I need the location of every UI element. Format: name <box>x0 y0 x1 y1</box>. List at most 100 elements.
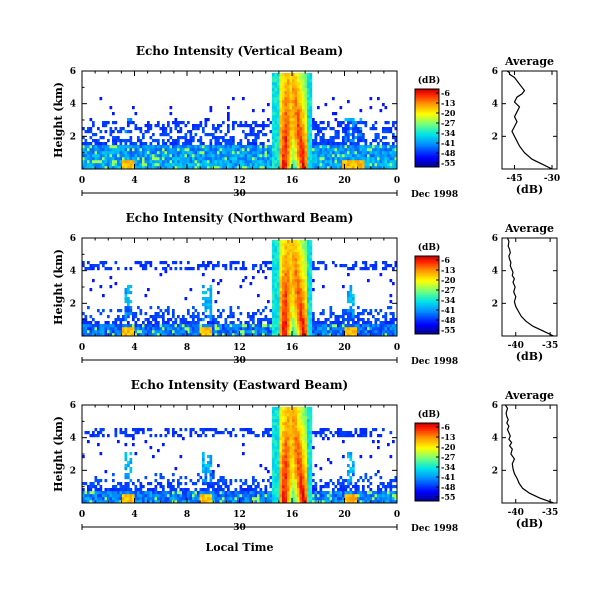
echo-cell <box>264 488 268 492</box>
echo-cell <box>312 160 315 164</box>
echo-cell <box>134 494 138 498</box>
echo-cell <box>134 485 138 489</box>
echo-cell <box>304 88 308 92</box>
echo-cell <box>272 297 275 301</box>
echo-cell <box>272 76 275 80</box>
echo-cell <box>292 434 295 438</box>
echo-cell <box>139 312 143 316</box>
echo-cell <box>272 94 275 98</box>
echo-cell <box>357 306 360 310</box>
echo-cell <box>312 166 315 170</box>
echo-cell <box>359 109 363 113</box>
avg-x-tick-label: -30 <box>544 174 560 184</box>
echo-cell <box>219 497 223 501</box>
echo-cell <box>347 163 350 167</box>
echo-cell <box>204 124 208 128</box>
echo-cell <box>149 500 153 504</box>
echo-cell <box>224 327 228 331</box>
echo-cell <box>169 142 173 146</box>
echo-cell <box>207 166 210 170</box>
echo-cell <box>334 324 338 328</box>
echo-cell <box>94 324 98 328</box>
echo-cell <box>202 488 205 492</box>
echo-cell <box>197 312 200 316</box>
echo-cell <box>167 485 170 489</box>
echo-cell <box>227 130 230 134</box>
echo-cell <box>362 157 365 161</box>
echo-cell <box>114 151 118 155</box>
echo-cell <box>292 494 295 498</box>
echo-cell <box>219 154 223 158</box>
echo-cell <box>299 109 303 113</box>
echo-cell <box>204 467 208 471</box>
echo-cell <box>144 294 148 298</box>
echo-cell <box>89 488 93 492</box>
echo-cell <box>279 455 283 459</box>
colorbar-swatch <box>415 289 439 292</box>
colorbar-swatch <box>415 287 439 290</box>
echo-cell <box>274 103 278 107</box>
echo-cell <box>349 166 353 170</box>
echo-cell <box>274 124 278 128</box>
echo-cell <box>114 139 118 143</box>
echo-cell <box>127 309 130 313</box>
echo-cell <box>274 88 278 92</box>
echo-cell <box>344 333 348 337</box>
echo-cell <box>294 103 298 107</box>
echo-cell <box>324 497 328 501</box>
echo-cell <box>349 127 353 131</box>
echo-cell <box>282 446 285 450</box>
echo-cell <box>169 333 173 337</box>
echo-cell <box>292 458 295 462</box>
echo-cell <box>169 482 173 486</box>
echo-cell <box>87 148 90 152</box>
echo-cell <box>154 324 158 328</box>
echo-cell <box>144 142 148 146</box>
echo-cell <box>309 410 313 414</box>
echo-cell <box>224 321 228 325</box>
echo-cell <box>172 163 175 167</box>
echo-cell <box>224 142 228 146</box>
echo-cell <box>232 124 235 128</box>
echo-cell <box>119 148 123 152</box>
echo-cell <box>272 127 275 131</box>
echo-cell <box>357 127 360 131</box>
echo-cell <box>384 151 388 155</box>
echo-cell <box>279 112 283 116</box>
echo-cell <box>242 482 245 486</box>
echo-cell <box>322 163 325 167</box>
echo-cell <box>307 133 310 137</box>
echo-cell <box>372 157 375 161</box>
echo-cell <box>254 145 258 149</box>
echo-cell <box>124 327 128 331</box>
echo-cell <box>284 142 288 146</box>
echo-cell <box>387 330 390 334</box>
echo-cell <box>349 306 353 310</box>
echo-cell <box>269 491 273 495</box>
echo-cell <box>307 112 310 116</box>
echo-cell <box>199 324 203 328</box>
echo-cell <box>197 139 200 143</box>
colorbar-swatch <box>415 147 439 150</box>
echo-cell <box>214 330 218 334</box>
echo-cell <box>217 166 220 170</box>
echo-cell <box>277 297 280 301</box>
echo-cell <box>322 136 325 140</box>
echo-cell <box>269 327 273 331</box>
echo-cell <box>392 333 395 337</box>
echo-cell <box>287 491 290 495</box>
echo-cell <box>162 333 165 337</box>
echo-cell <box>247 333 250 337</box>
echo-cell <box>107 154 110 158</box>
echo-cell <box>307 255 310 259</box>
echo-cell <box>277 115 280 119</box>
echo-cell <box>332 330 335 334</box>
echo-cell <box>224 154 228 158</box>
echo-cell <box>262 330 265 334</box>
echo-cell <box>167 157 170 161</box>
echo-cell <box>379 148 383 152</box>
echo-cell <box>314 330 318 334</box>
echo-cell <box>352 324 355 328</box>
echo-cell <box>274 440 278 444</box>
echo-cell <box>277 482 280 486</box>
